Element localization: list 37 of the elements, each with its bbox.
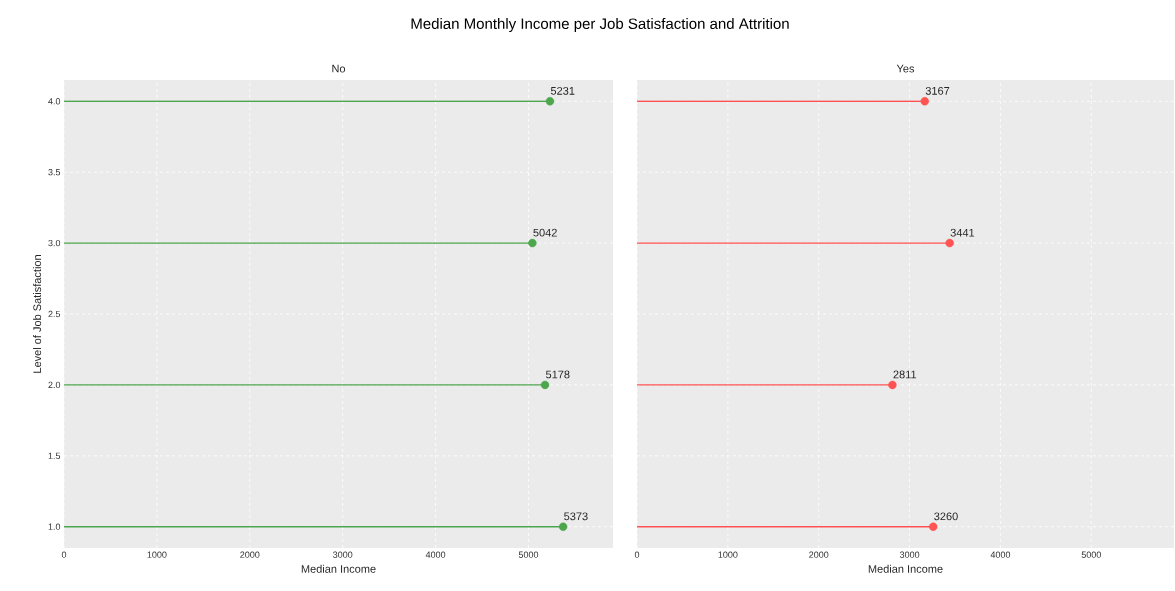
x-tick-label: 1000 bbox=[147, 551, 167, 558]
x-tick-label: 2000 bbox=[809, 551, 829, 558]
data-label: 3441 bbox=[950, 228, 975, 237]
y-axis-title: Level of Job Satisfaction bbox=[33, 255, 42, 373]
y-tick-label: 2.5 bbox=[48, 310, 61, 318]
point bbox=[920, 97, 929, 106]
x-tick-label: 5000 bbox=[518, 551, 539, 558]
data-label: 5231 bbox=[550, 86, 575, 95]
x-tick-label: 2000 bbox=[240, 551, 260, 558]
x-tick-label: 1000 bbox=[718, 551, 738, 558]
x-tick-label: 3000 bbox=[333, 551, 353, 558]
x-tick-label: 0 bbox=[61, 551, 67, 558]
point bbox=[929, 522, 938, 531]
x-tick-label: 5000 bbox=[1081, 551, 1101, 558]
y-tick-label: 3.0 bbox=[48, 239, 61, 247]
data-label: 3167 bbox=[925, 86, 950, 95]
x-axis-title: Median Income bbox=[301, 564, 376, 573]
x-tick-label: 3000 bbox=[899, 551, 920, 558]
chart-subtitle: No bbox=[332, 64, 346, 73]
x-tick-label: 4000 bbox=[990, 551, 1011, 558]
x-tick-label: 0 bbox=[634, 551, 640, 558]
y-tick-label: 3.5 bbox=[48, 168, 61, 176]
point bbox=[888, 380, 897, 390]
y-tick-label: 2.0 bbox=[48, 381, 61, 389]
data-label: 5042 bbox=[533, 228, 557, 237]
chart-title: Median Monthly Income per Job Satisfaction and Attrition bbox=[411, 18, 789, 32]
y-tick-label: 1.5 bbox=[48, 452, 61, 459]
data-label: 3260 bbox=[934, 512, 958, 521]
y-tick-label: 4.0 bbox=[48, 98, 61, 105]
data-label: 2811 bbox=[893, 370, 917, 379]
y-tick-label: 1.0 bbox=[48, 523, 61, 530]
data-label: 5373 bbox=[564, 512, 588, 521]
x-tick-label: 4000 bbox=[425, 551, 446, 558]
x-axis-title: Median Income bbox=[868, 564, 943, 573]
point bbox=[945, 238, 954, 248]
data-label: 5178 bbox=[545, 370, 570, 379]
chart-subtitle: Yes bbox=[896, 64, 915, 73]
